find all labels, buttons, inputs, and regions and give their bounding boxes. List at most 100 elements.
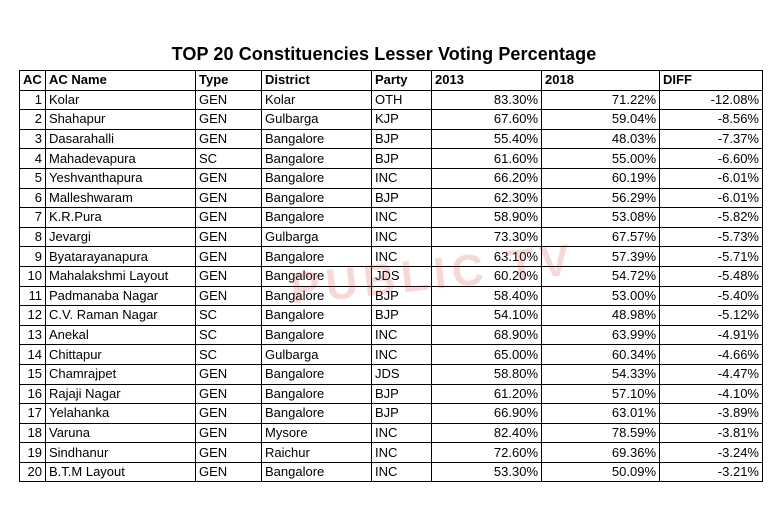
cell-type: GEN	[195, 422, 262, 444]
cell-2018: 57.10%	[541, 383, 660, 405]
table-row: 4 Mahadevapura SC Bangalore BJP 61.60% 55.00% -…	[19, 148, 763, 169]
cell-district: Bangalore	[261, 305, 372, 326]
cell-ac-name: Kolar	[45, 89, 196, 111]
cell-ac: 13	[19, 324, 46, 346]
table-row: 11 Padmanaba Nagar GEN Bangalore BJP 58.40% 53…	[19, 285, 763, 307]
cell-2018: 55.00%	[541, 148, 660, 169]
cell-type: GEN	[195, 89, 262, 111]
cell-party: BJP	[371, 285, 432, 307]
cell-type: GEN	[195, 363, 262, 385]
cell-party: BJP	[371, 187, 432, 209]
cell-diff: -6.01%	[659, 167, 763, 189]
cell-ac-name: Shahapur	[45, 109, 196, 130]
cell-ac-name: Dasarahalli	[45, 128, 196, 150]
cell-2018: 63.99%	[541, 324, 660, 346]
cell-party: INC	[371, 324, 432, 346]
cell-2013: 67.60%	[431, 109, 542, 130]
cell-2013: 53.30%	[431, 461, 542, 483]
header-2018: 2018	[541, 70, 660, 91]
cell-party: JDS	[371, 265, 432, 287]
cell-ac: 19	[19, 442, 46, 463]
cell-2013: 63.10%	[431, 246, 542, 267]
cell-type: GEN	[195, 246, 262, 267]
header-ac-name: AC Name	[45, 70, 196, 91]
cell-party: BJP	[371, 148, 432, 169]
cell-2013: 61.60%	[431, 148, 542, 169]
table-row: 6 Malleshwaram GEN Bangalore BJP 62.30% 56.29%…	[19, 187, 763, 209]
cell-2018: 60.34%	[541, 344, 660, 365]
cell-ac-name: Yeshvanthapura	[45, 167, 196, 189]
header-2013: 2013	[431, 70, 542, 91]
cell-2018: 54.72%	[541, 265, 660, 287]
cell-ac: 8	[19, 226, 46, 248]
cell-2018: 48.03%	[541, 128, 660, 150]
cell-ac: 20	[19, 461, 46, 483]
table-row: 1 Kolar GEN Kolar OTH 83.30% 71.22% -12.08%	[19, 89, 763, 111]
cell-ac: 2	[19, 109, 46, 130]
cell-2013: 58.80%	[431, 363, 542, 385]
cell-type: GEN	[195, 167, 262, 189]
cell-2013: 82.40%	[431, 422, 542, 444]
cell-ac-name: Yelahanka	[45, 403, 196, 424]
cell-district: Bangalore	[261, 461, 372, 483]
cell-type: GEN	[195, 207, 262, 228]
header-row: AC AC Name Type District Party 2013 2018…	[19, 70, 763, 91]
table-row: 10 Mahalakshmi Layout GEN Bangalore JDS 60.20…	[19, 265, 763, 287]
table-row: 20 B.T.M Layout GEN Bangalore INC 53.30% 50.09…	[19, 461, 763, 483]
cell-2018: 53.08%	[541, 207, 660, 228]
cell-district: Gulbarga	[261, 226, 372, 248]
cell-party: OTH	[371, 89, 432, 111]
cell-2013: 54.10%	[431, 305, 542, 326]
cell-2018: 54.33%	[541, 363, 660, 385]
cell-2018: 67.57%	[541, 226, 660, 248]
cell-ac: 16	[19, 383, 46, 405]
cell-2018: 59.04%	[541, 109, 660, 130]
cell-ac-name: Byatarayanapura	[45, 246, 196, 267]
cell-party: BJP	[371, 305, 432, 326]
cell-diff: -3.21%	[659, 461, 763, 483]
cell-type: GEN	[195, 128, 262, 150]
cell-party: BJP	[371, 128, 432, 150]
table-body: 1 Kolar GEN Kolar OTH 83.30% 71.22% -12.08% 2 Sha…	[19, 89, 763, 483]
table-row: 12 C.V. Raman Nagar SC Bangalore BJP 54.10% 48…	[19, 305, 763, 326]
cell-diff: -5.71%	[659, 246, 763, 267]
cell-2013: 60.20%	[431, 265, 542, 287]
cell-2018: 50.09%	[541, 461, 660, 483]
table-row: 2 Shahapur GEN Gulbarga KJP 67.60% 59.04% -8.56…	[19, 109, 763, 130]
cell-2013: 62.30%	[431, 187, 542, 209]
cell-ac: 18	[19, 422, 46, 444]
cell-type: GEN	[195, 403, 262, 424]
cell-diff: -4.10%	[659, 383, 763, 405]
cell-district: Bangalore	[261, 167, 372, 189]
cell-ac-name: Jevargi	[45, 226, 196, 248]
table-row: 9 Byatarayanapura GEN Bangalore INC 63.10% 57.…	[19, 246, 763, 267]
table-row: 8 Jevargi GEN Gulbarga INC 73.30% 67.57% -5.73%	[19, 226, 763, 248]
table-row: 18 Varuna GEN Mysore INC 82.40% 78.59% -3.81%	[19, 422, 763, 444]
header-party: Party	[371, 70, 432, 91]
cell-2013: 72.60%	[431, 442, 542, 463]
cell-2018: 69.36%	[541, 442, 660, 463]
cell-party: INC	[371, 207, 432, 228]
cell-diff: -7.37%	[659, 128, 763, 150]
cell-type: GEN	[195, 285, 262, 307]
table-row: 14 Chittapur SC Gulbarga INC 65.00% 60.34% -4.6…	[19, 344, 763, 365]
cell-district: Bangalore	[261, 187, 372, 209]
cell-ac-name: Rajaji Nagar	[45, 383, 196, 405]
table-row: 19 Sindhanur GEN Raichur INC 72.60% 69.36% -3.2…	[19, 442, 763, 463]
cell-type: SC	[195, 148, 262, 169]
cell-ac-name: Padmanaba Nagar	[45, 285, 196, 307]
cell-2013: 73.30%	[431, 226, 542, 248]
cell-ac: 15	[19, 363, 46, 385]
cell-diff: -6.60%	[659, 148, 763, 169]
cell-district: Bangalore	[261, 383, 372, 405]
cell-type: SC	[195, 344, 262, 365]
cell-district: Bangalore	[261, 246, 372, 267]
cell-2013: 58.90%	[431, 207, 542, 228]
cell-ac-name: Chittapur	[45, 344, 196, 365]
cell-type: SC	[195, 305, 262, 326]
cell-2013: 66.20%	[431, 167, 542, 189]
cell-type: GEN	[195, 226, 262, 248]
cell-2018: 60.19%	[541, 167, 660, 189]
cell-district: Gulbarga	[261, 109, 372, 130]
table-row: 5 Yeshvanthapura GEN Bangalore INC 66.20% 60.1…	[19, 167, 763, 189]
